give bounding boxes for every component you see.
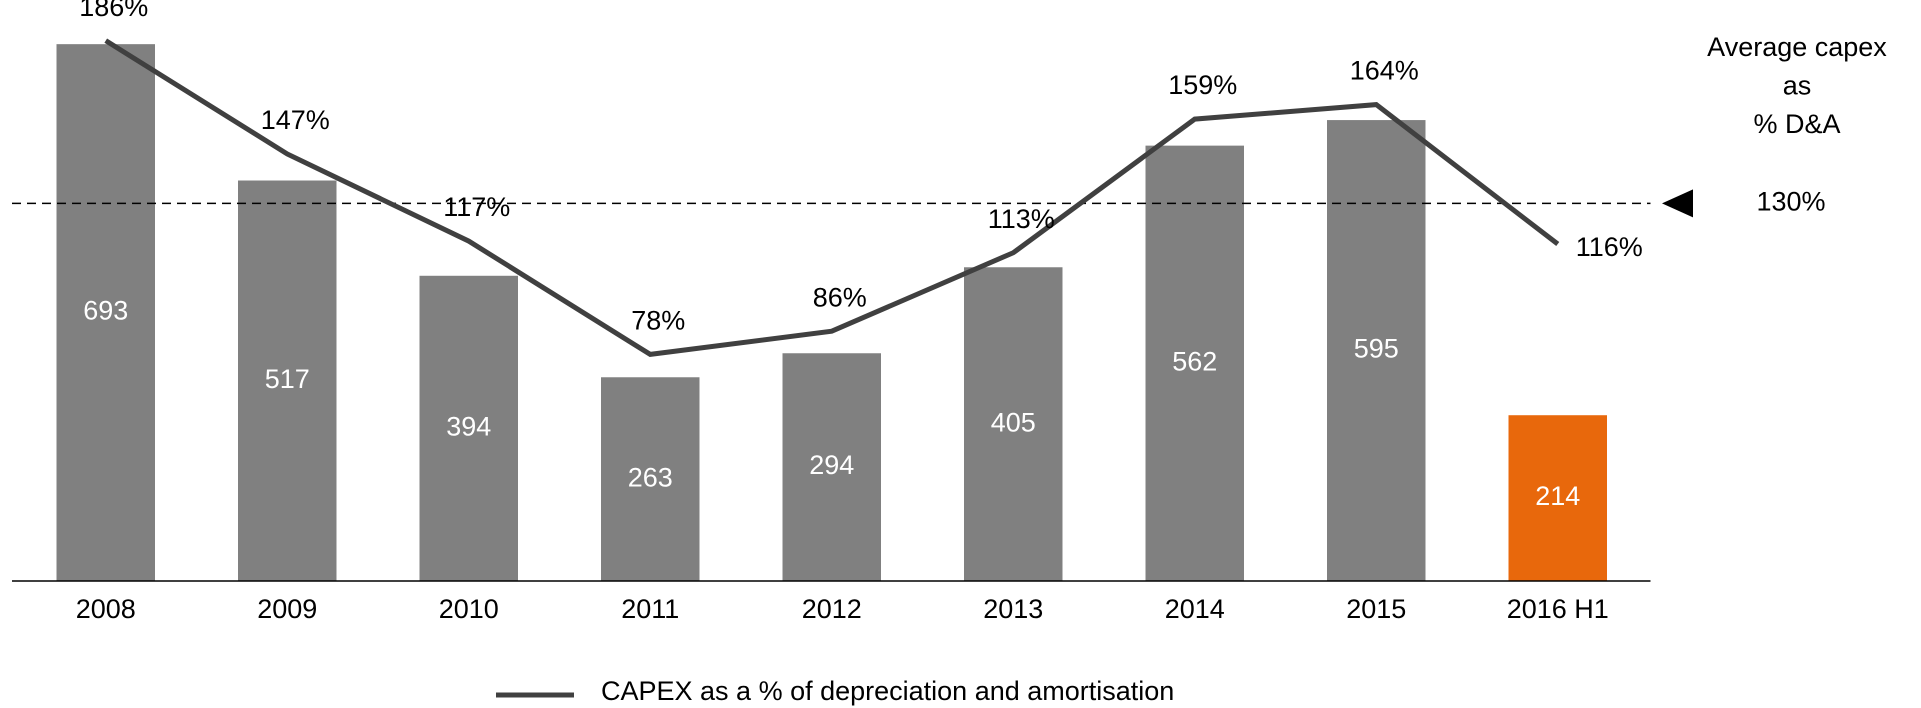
reference-marker bbox=[1662, 189, 1693, 218]
bar-value-label: 263 bbox=[628, 462, 673, 492]
bar bbox=[782, 353, 881, 581]
bar-value-label: 394 bbox=[446, 412, 491, 442]
bar bbox=[1508, 415, 1607, 581]
line-value-label: 159% bbox=[1168, 70, 1237, 100]
line-value-label: 78% bbox=[631, 306, 685, 336]
bar-value-label: 294 bbox=[809, 450, 854, 480]
bar bbox=[419, 275, 518, 581]
reference-text: % D&A bbox=[1753, 109, 1840, 139]
bar-value-label: 214 bbox=[1535, 481, 1580, 511]
x-tick-label: 2015 bbox=[1346, 594, 1406, 624]
bar bbox=[1145, 145, 1244, 581]
line-value-label: 113% bbox=[988, 204, 1055, 234]
reference-label: 130% bbox=[1756, 186, 1825, 216]
line bbox=[104, 38, 1560, 358]
bar-value-label: 562 bbox=[1172, 346, 1217, 376]
line-value-label: 164% bbox=[1350, 56, 1419, 86]
bar bbox=[601, 377, 700, 581]
bar-value-label: 595 bbox=[1354, 334, 1399, 364]
bar bbox=[964, 267, 1063, 581]
line-value-label: 86% bbox=[813, 282, 867, 312]
bar bbox=[238, 180, 337, 582]
bar bbox=[1327, 120, 1426, 581]
x-tick-label: 2016 H1 bbox=[1507, 594, 1609, 624]
bar bbox=[56, 44, 155, 581]
bar-value-label: 693 bbox=[83, 296, 128, 326]
line-value-label: 116% bbox=[1576, 232, 1643, 262]
x-tick-label: 2010 bbox=[439, 594, 499, 624]
line-value-label: 147% bbox=[261, 105, 330, 135]
reference-text: Average capex bbox=[1707, 32, 1887, 62]
legend-label: CAPEX as a % of depreciation and amortis… bbox=[601, 676, 1174, 706]
x-tick-label: 2011 bbox=[621, 594, 679, 624]
bar-value-label: 517 bbox=[265, 364, 310, 394]
x-tick-label: 2013 bbox=[983, 594, 1043, 624]
bar-value-label: 405 bbox=[991, 407, 1036, 437]
x-tick-label: 2014 bbox=[1165, 594, 1225, 624]
line-value-label: 117% bbox=[443, 192, 510, 222]
x-tick-label: 2009 bbox=[257, 594, 317, 624]
reference-text: as bbox=[1783, 71, 1812, 101]
x-tick-label: 2012 bbox=[802, 594, 862, 624]
line-value-label: 186% bbox=[79, 0, 148, 22]
x-tick-label: 2008 bbox=[76, 594, 136, 624]
